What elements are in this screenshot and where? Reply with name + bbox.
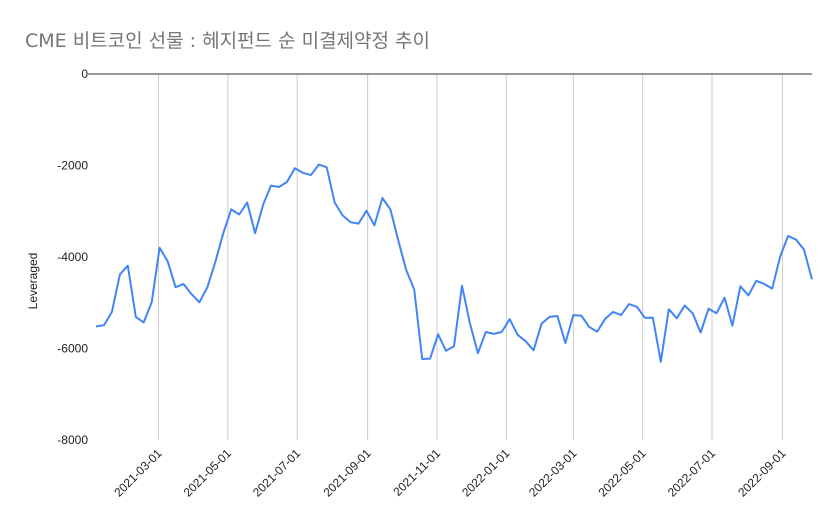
- y-tick-label: -8000: [57, 433, 88, 447]
- x-tick-label: 2021-07-01: [250, 446, 304, 500]
- y-tick-label: -6000: [57, 342, 88, 356]
- y-tick-label: 0: [81, 67, 88, 81]
- grid-lines: [158, 74, 783, 440]
- y-tick-label: -4000: [57, 250, 88, 264]
- x-tick-label: 2021-09-01: [320, 446, 374, 500]
- x-tick-label: 2021-05-01: [181, 446, 235, 500]
- y-tick-label: -2000: [57, 159, 88, 173]
- x-tick-label: 2021-03-01: [111, 446, 165, 500]
- series-group: [95, 163, 813, 363]
- x-tick-label: 2022-03-01: [526, 446, 580, 500]
- x-tick-label: 2022-01-01: [459, 446, 513, 500]
- x-axis-ticks: 2021-03-01 2021-05-01 2021-07-01 2021-09-01…: [111, 446, 788, 500]
- x-tick-label: 2022-09-01: [735, 446, 789, 500]
- x-tick-label: 2022-05-01: [595, 446, 649, 500]
- y-axis-label: Leveraged: [26, 253, 40, 310]
- x-tick-label: 2022-07-01: [665, 446, 719, 500]
- chart-title: CME 비트코인 선물 : 헤지펀드 순 미결제약정 추이: [25, 30, 430, 52]
- x-tick-label: 2021-11-01: [390, 446, 443, 499]
- series-line: [95, 163, 813, 363]
- y-axis-ticks: 0 -2000 -4000 -6000 -8000: [57, 67, 88, 447]
